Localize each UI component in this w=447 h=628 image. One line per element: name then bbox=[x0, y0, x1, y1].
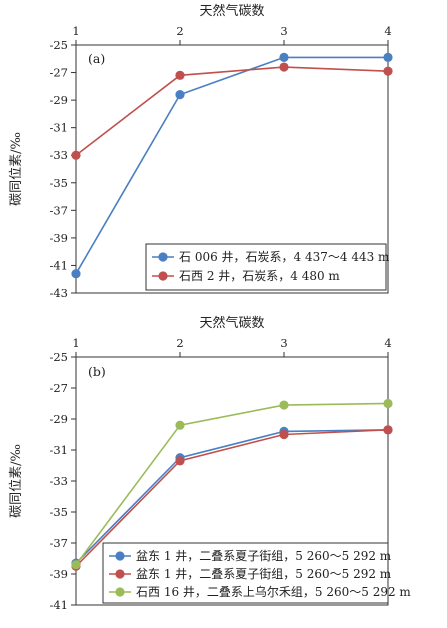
x-axis-title: 天然气碳数 bbox=[199, 315, 264, 331]
y-tick-label: -27 bbox=[49, 66, 68, 80]
y-tick-label: -43 bbox=[49, 286, 68, 300]
data-point bbox=[175, 420, 185, 430]
data-point bbox=[71, 150, 81, 160]
data-point bbox=[279, 62, 289, 72]
legend: 盆东 1 井，二叠系夏子街组，5 260～5 292 m 盆东 1 井，二叠系夏子… bbox=[102, 542, 411, 604]
x-tick-label: 1 bbox=[72, 24, 79, 38]
legend-swatch-marker bbox=[115, 551, 125, 561]
legend-swatch-marker bbox=[158, 252, 168, 262]
legend-label: 盆东 1 井，二叠系夏子街组，5 260～5 292 m bbox=[136, 567, 392, 581]
legend-swatch-marker bbox=[115, 569, 125, 579]
y-tick-label: -39 bbox=[49, 231, 68, 245]
x-tick-label: 4 bbox=[384, 336, 391, 350]
x-axis-title: 天然气碳数 bbox=[199, 3, 264, 19]
y-axis-title: 碳同位素/‰ bbox=[9, 444, 24, 518]
x-tick-label: 3 bbox=[280, 24, 287, 38]
legend-label: 石西 2 井，石炭系，4 480 m bbox=[179, 269, 340, 283]
panel-label: (b) bbox=[88, 364, 106, 379]
data-point bbox=[383, 425, 393, 435]
x-tick-label: 2 bbox=[176, 24, 183, 38]
y-tick-label: -37 bbox=[49, 203, 68, 217]
y-tick-label: -25 bbox=[49, 350, 68, 364]
data-point bbox=[279, 400, 289, 410]
y-tick-label: -41 bbox=[49, 258, 68, 272]
plot-frame bbox=[75, 44, 389, 294]
y-tick-label: -31 bbox=[49, 121, 68, 135]
series-line-2 bbox=[75, 66, 389, 156]
x-tick-label: 2 bbox=[176, 336, 183, 350]
series-line-1 bbox=[75, 429, 389, 564]
y-axis-title: 碳同位素/‰ bbox=[9, 132, 24, 206]
y-tick-label: -31 bbox=[49, 443, 68, 457]
series-line-1 bbox=[75, 56, 388, 275]
y-tick-label: -33 bbox=[49, 474, 68, 488]
y-tick-label: -35 bbox=[49, 176, 68, 190]
chart-panel-1: 1 2 3 4 天然气碳数 -25 -27 -29 -31 -33 -35 -37 -39 -41 -43 碳… bbox=[9, 3, 393, 300]
legend-swatch-marker bbox=[158, 271, 168, 281]
series-line-2 bbox=[75, 429, 389, 567]
series-line-3 bbox=[75, 402, 389, 566]
y-tick-label: -35 bbox=[49, 505, 68, 519]
data-point bbox=[71, 560, 81, 570]
data-point bbox=[175, 456, 185, 466]
x-tick-label: 1 bbox=[72, 336, 79, 350]
legend-label: 盆东 1 井，二叠系夏子街组，5 260～5 292 m bbox=[136, 549, 392, 563]
x-tick-label: 4 bbox=[384, 24, 391, 38]
y-tick-label: -33 bbox=[49, 148, 68, 162]
legend-box bbox=[145, 243, 387, 291]
y-tick-label: -27 bbox=[49, 381, 68, 395]
legend-label: 石西 16 井，二叠系上乌尔禾组，5 260～5 292 m bbox=[136, 584, 411, 599]
legend-box bbox=[102, 542, 389, 604]
data-point bbox=[279, 52, 289, 63]
y-tick-label: -41 bbox=[49, 598, 68, 612]
data-point bbox=[279, 429, 289, 440]
data-point bbox=[71, 269, 81, 279]
panel-label: (a) bbox=[88, 51, 105, 66]
data-point bbox=[383, 66, 393, 76]
y-tick-label: -29 bbox=[49, 412, 68, 426]
y-tick-label: -39 bbox=[49, 567, 68, 581]
legend-label: 石 006 井，石炭系，4 437～4 443 m bbox=[179, 250, 390, 264]
y-tick-label: -37 bbox=[49, 536, 68, 550]
data-point bbox=[383, 398, 393, 409]
data-point bbox=[175, 90, 185, 100]
data-point bbox=[175, 70, 185, 80]
data-point bbox=[383, 52, 393, 63]
legend: 石 006 井，石炭系，4 437～4 443 m 石西 2 井，石炭系，4 48… bbox=[145, 243, 390, 291]
y-tick-label: -29 bbox=[49, 93, 68, 107]
x-tick-label: 3 bbox=[280, 336, 287, 350]
y-tick-label: -25 bbox=[49, 38, 68, 52]
chart-panel-2: 1 2 3 4 天然气碳数 -25 -27 -29 -31 -33 -35 -37 -39 -41 碳同位素… bbox=[9, 315, 411, 612]
legend-swatch-marker bbox=[115, 587, 125, 597]
